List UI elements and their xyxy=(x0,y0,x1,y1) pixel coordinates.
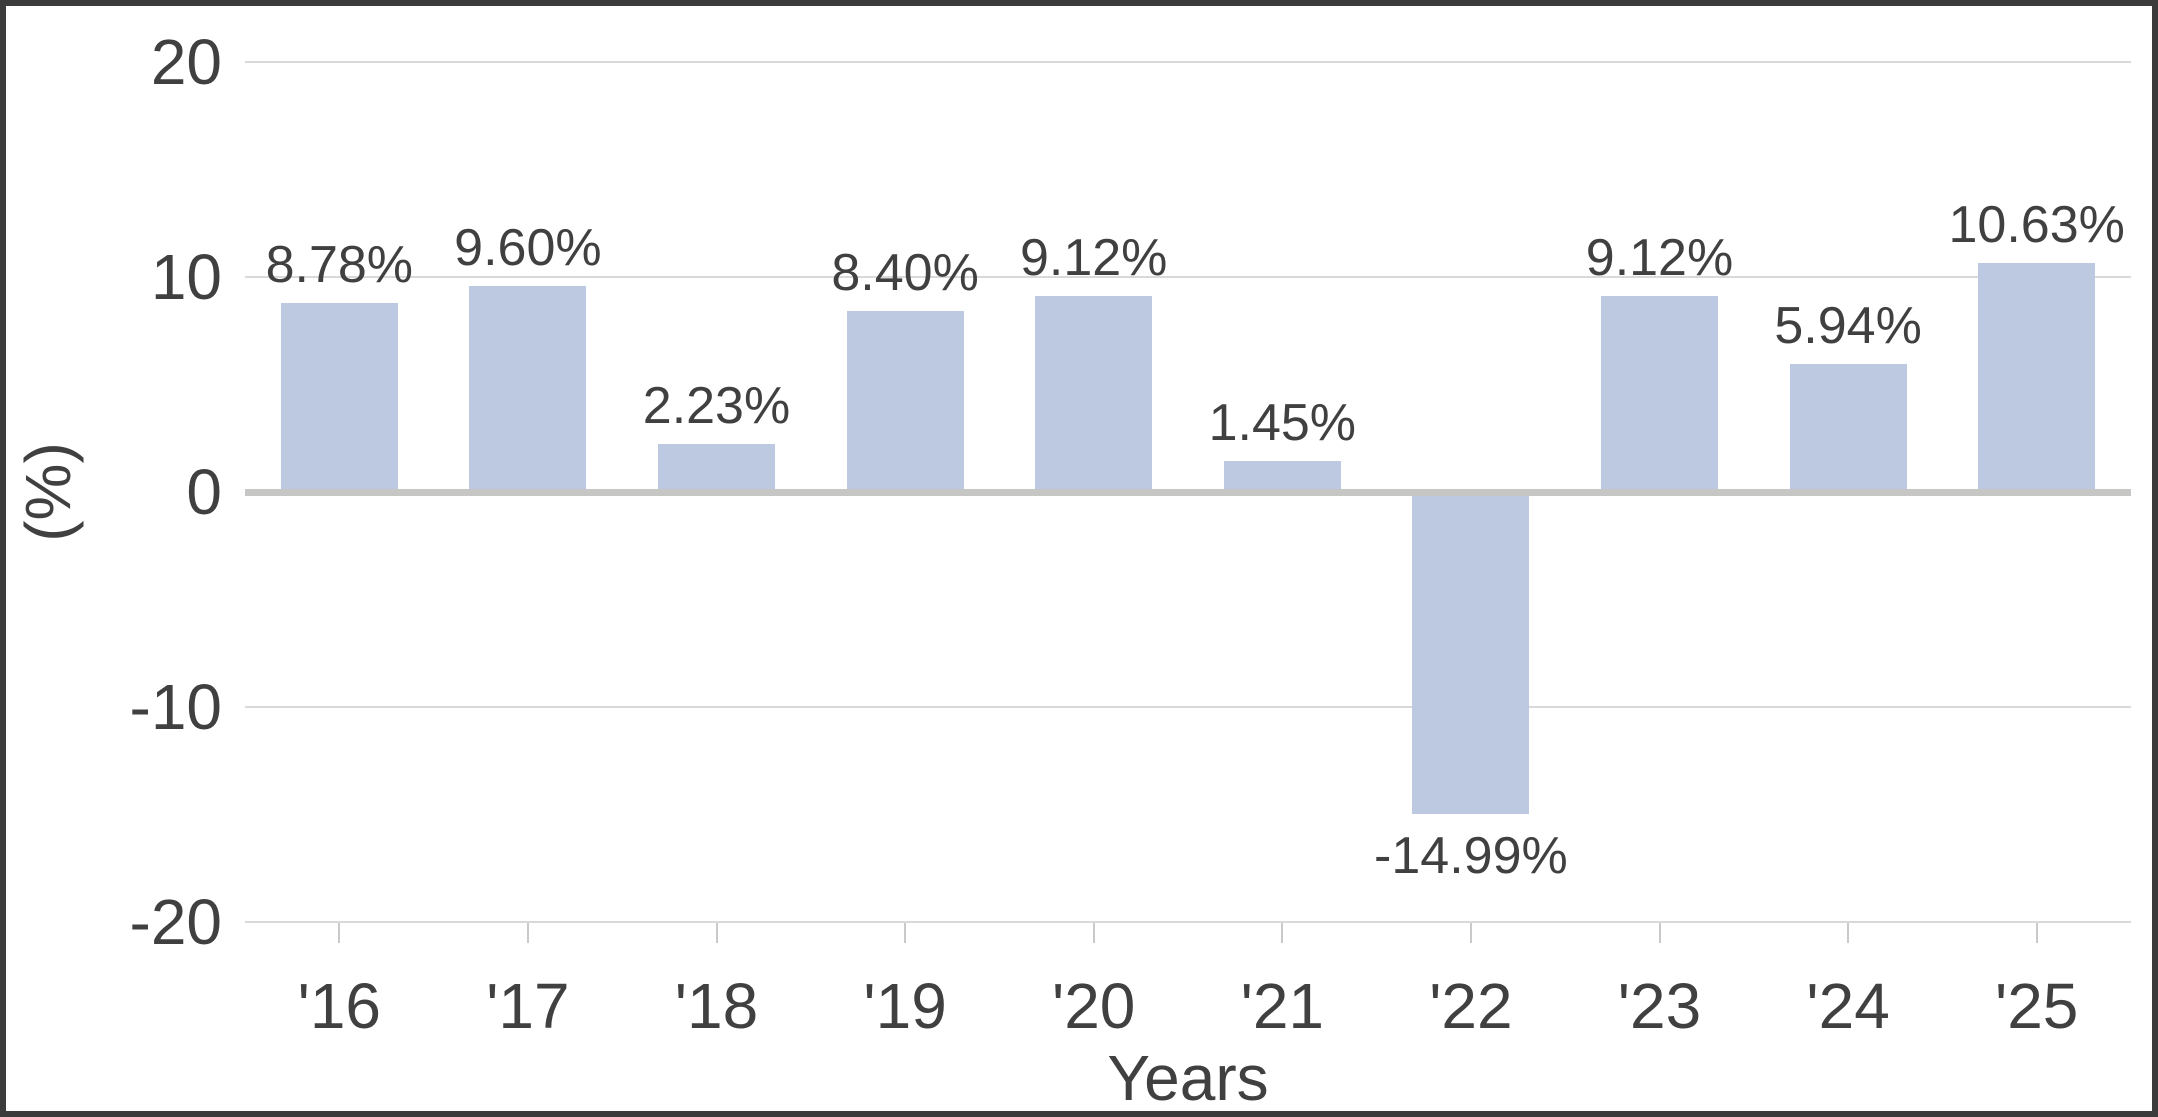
bar-value-label-23: 9.12% xyxy=(1585,228,1734,287)
x-tick-mark-24 xyxy=(1847,923,1850,943)
bar-value-label-25: 10.63% xyxy=(1948,196,2125,255)
x-tick-label-18: '18 xyxy=(674,970,759,1042)
bar-21 xyxy=(1223,460,1341,492)
x-tick-mark-19 xyxy=(904,923,907,943)
y-tick-label-10: 10 xyxy=(150,241,222,313)
y-tick-label-20: 20 xyxy=(150,26,222,98)
bar-18 xyxy=(658,444,775,492)
gridline--10 xyxy=(245,706,2131,708)
x-tick-label-17: '17 xyxy=(486,970,570,1042)
bar-20 xyxy=(1035,295,1153,492)
bar-22 xyxy=(1412,492,1530,815)
x-tick-mark-16 xyxy=(338,923,341,943)
gridline-20 xyxy=(245,61,2131,63)
bar-19 xyxy=(846,311,964,492)
x-tick-label-19: '19 xyxy=(863,970,947,1042)
x-tick-label-16: '16 xyxy=(297,970,381,1042)
x-tick-label-20: '20 xyxy=(1051,970,1136,1042)
x-axis-title: Years xyxy=(1107,1042,1269,1114)
x-tick-mark-22 xyxy=(1469,923,1472,943)
x-tick-label-21: '21 xyxy=(1240,970,1324,1042)
bar-value-label-24: 5.94% xyxy=(1774,297,1922,356)
bar-value-label-16: 8.78% xyxy=(265,236,414,295)
zero-baseline xyxy=(245,489,2131,496)
gridline--20 xyxy=(245,921,2131,923)
x-tick-mark-21 xyxy=(1281,923,1284,943)
x-tick-label-24: '24 xyxy=(1806,970,1890,1042)
x-tick-label-23: '23 xyxy=(1617,970,1702,1042)
x-tick-mark-17 xyxy=(526,923,529,943)
bar-value-label-18: 2.23% xyxy=(642,377,791,436)
x-tick-mark-25 xyxy=(2035,923,2038,943)
x-tick-label-22: '22 xyxy=(1429,970,1513,1042)
y-tick-label--20: -20 xyxy=(129,886,223,958)
bar-value-label-21: 1.45% xyxy=(1208,393,1357,452)
bar-value-label-17: 9.60% xyxy=(454,218,602,277)
bar-24 xyxy=(1789,364,1907,492)
bar-25 xyxy=(1978,263,2096,492)
bar-16 xyxy=(280,303,398,492)
y-tick-label-0: 0 xyxy=(186,456,222,528)
x-tick-mark-23 xyxy=(1658,923,1661,943)
x-tick-mark-18 xyxy=(715,923,718,943)
bar-17 xyxy=(469,285,587,492)
bar-value-label-22: -14.99% xyxy=(1374,827,1568,886)
x-tick-mark-20 xyxy=(1092,923,1095,943)
bar-23 xyxy=(1601,295,1718,492)
y-axis-title: (%) xyxy=(12,442,84,542)
bar-value-label-20: 9.12% xyxy=(1019,228,1168,287)
gridline-10 xyxy=(245,276,2131,278)
bar-value-label-19: 8.40% xyxy=(831,244,979,303)
y-tick-label--10: -10 xyxy=(129,671,223,743)
x-tick-label-25: '25 xyxy=(1994,970,2079,1042)
